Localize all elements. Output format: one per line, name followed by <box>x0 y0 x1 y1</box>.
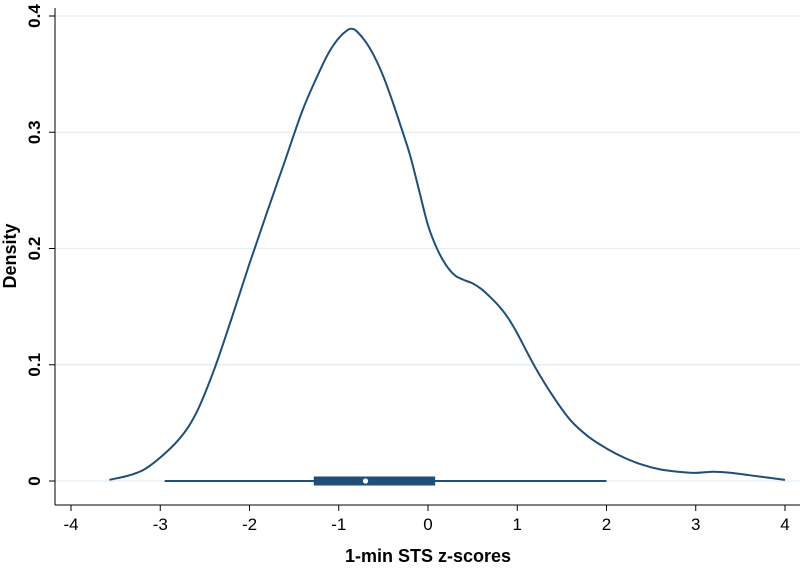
x-tick-label: -3 <box>153 515 168 534</box>
series <box>109 27 786 481</box>
x-tick-label: -1 <box>331 515 346 534</box>
x-tick-label: -4 <box>63 515 78 534</box>
boxplot-box <box>313 476 436 486</box>
x-tick-label: 0 <box>423 515 432 534</box>
y-tick-label: 0.2 <box>25 237 44 261</box>
x-tick-label: 2 <box>602 515 611 534</box>
y-tick-label: 0.1 <box>25 353 44 377</box>
x-tick-label: 4 <box>780 515 789 534</box>
y-ticks: 0 0.1 0.2 0.3 0.4 <box>25 4 55 486</box>
y-tick-label: 0 <box>25 476 44 485</box>
x-tick-label: 3 <box>691 515 700 534</box>
x-tick-label: 1 <box>513 515 522 534</box>
density-curve <box>109 27 786 481</box>
y-tick-label: 0.3 <box>25 120 44 144</box>
y-axis-title: Density <box>0 223 20 288</box>
x-axis-title: 1-min STS z-scores <box>345 546 511 566</box>
axes <box>54 8 800 506</box>
x-tick-label: -2 <box>242 515 257 534</box>
x-ticks: -4 -3 -2 -1 0 1 2 3 4 <box>63 505 790 534</box>
boxplot <box>164 476 607 486</box>
gridlines <box>55 15 800 482</box>
y-tick-label: 0.4 <box>25 4 44 28</box>
boxplot-median-point <box>362 478 369 484</box>
